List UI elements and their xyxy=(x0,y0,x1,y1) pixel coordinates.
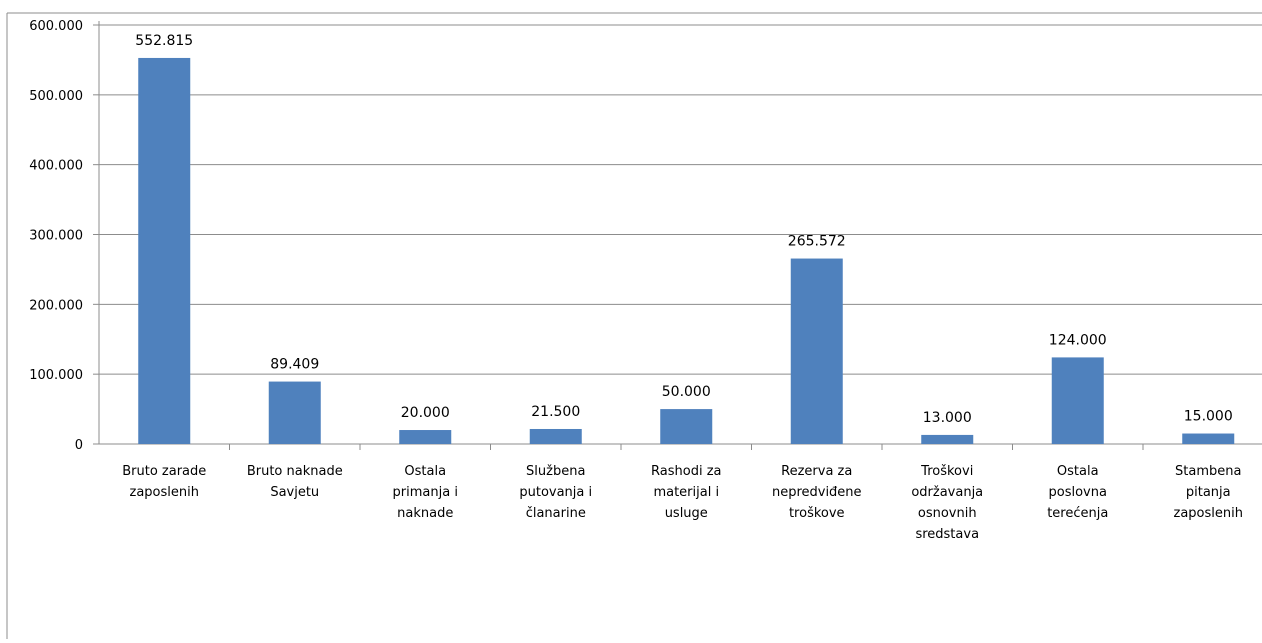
data-label: 265.572 xyxy=(788,234,846,250)
category-label-line: Rashodi za xyxy=(651,464,721,479)
category-label-line: Troškovi xyxy=(920,464,973,479)
bar xyxy=(1051,357,1104,444)
y-tick-label: 0 xyxy=(75,438,83,453)
data-label: 20.000 xyxy=(401,405,450,421)
bar xyxy=(138,57,191,444)
category-label-line: sredstava xyxy=(915,527,979,542)
bar xyxy=(1182,433,1235,444)
category-label: Rashodi za materijal i usluge xyxy=(651,464,721,521)
category-label-line: osnovnih xyxy=(918,506,977,521)
category-label-line: Stambena xyxy=(1175,464,1241,479)
y-tick-label: 200.000 xyxy=(29,298,83,313)
category-label: Bruto zarade zaposlenih xyxy=(122,464,206,500)
y-tick-label: 300.000 xyxy=(29,229,83,244)
bar xyxy=(399,430,452,444)
category-label-line: pitanja xyxy=(1186,485,1231,500)
category-label-line: materijal i xyxy=(653,485,719,500)
category-label: Službena putovanja i članarine xyxy=(519,464,592,521)
bar xyxy=(529,428,582,444)
bar xyxy=(660,409,713,444)
category-label-line: Rezerva za xyxy=(781,464,852,479)
category-label: Ostala poslovna terećenja xyxy=(1047,464,1108,521)
data-label: 15.000 xyxy=(1184,409,1233,425)
category-label-line: naknade xyxy=(397,506,453,521)
category-label-line: terećenja xyxy=(1047,506,1108,521)
category-label-line: zaposlenih xyxy=(130,485,199,500)
category-label-line: Bruto naknade xyxy=(247,464,343,479)
category-label-line: Ostala xyxy=(404,464,446,479)
y-tick-label: 500.000 xyxy=(29,89,83,104)
category-label-line: Bruto zarade xyxy=(122,464,206,479)
y-tick-label: 100.000 xyxy=(29,368,83,383)
bar xyxy=(790,258,843,444)
bar xyxy=(268,381,321,444)
category-label: Stambena pitanja zaposlenih xyxy=(1174,464,1243,521)
data-label: 124.000 xyxy=(1049,332,1107,348)
data-label: 21.500 xyxy=(531,404,580,420)
data-label: 13.000 xyxy=(923,410,972,426)
category-label-line: poslovna xyxy=(1049,485,1107,500)
y-tick-label: 600.000 xyxy=(29,19,83,34)
data-label: 89.409 xyxy=(270,357,319,373)
category-label-line: troškove xyxy=(789,506,845,521)
y-tick-label: 400.000 xyxy=(29,159,83,174)
bar xyxy=(921,434,974,444)
category-label: Rezerva za nepredviđene troškove xyxy=(772,464,862,521)
category-label: Troškovi održavanja osnovnih sredstava xyxy=(911,464,983,542)
category-label-line: Savjetu xyxy=(270,485,319,500)
category-label-line: održavanja xyxy=(911,485,983,500)
category-label: Bruto naknade Savjetu xyxy=(247,464,343,500)
data-label: 552.815 xyxy=(135,33,193,49)
category-label-line: putovanja i xyxy=(519,485,592,500)
category-label-line: Službena xyxy=(526,464,585,479)
category-label-line: nepredviđene xyxy=(772,485,862,500)
category-label-line: zaposlenih xyxy=(1174,506,1243,521)
category-label-line: članarine xyxy=(526,506,586,521)
category-label-line: usluge xyxy=(665,506,708,521)
category-label-line: Ostala xyxy=(1057,464,1099,479)
data-label: 50.000 xyxy=(662,384,711,400)
category-label-line: primanja i xyxy=(393,485,458,500)
category-label: Ostala primanja i naknade xyxy=(393,464,458,521)
